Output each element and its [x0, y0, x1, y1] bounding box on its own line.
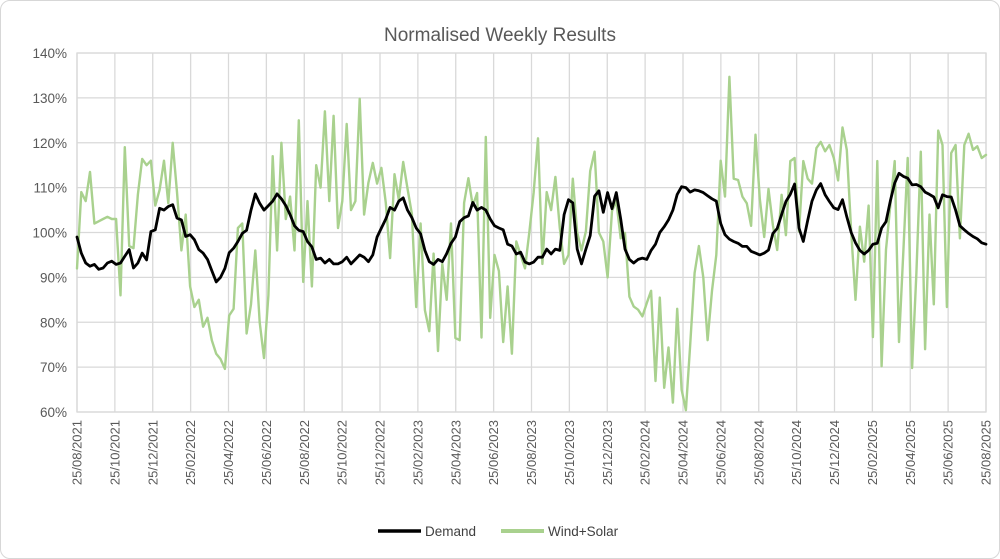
- y-axis-tick-label: 60%: [40, 405, 67, 420]
- x-axis-tick-label: 25/06/2023: [486, 420, 501, 485]
- legend-label-wind-solar: Wind+Solar: [548, 524, 619, 539]
- x-axis-tick-label: 25/12/2024: [827, 420, 842, 485]
- x-axis-tick-label: 25/08/2025: [979, 420, 994, 485]
- data-series: [75, 75, 988, 412]
- axis-tick-labels: 60% 70% 80% 90% 100% 110% 120% 130% 140% 25/08/20…: [32, 46, 993, 485]
- x-axis-tick-label: 25/12/2023: [600, 420, 615, 485]
- x-axis-tick-label: 25/08/2024: [751, 420, 766, 485]
- x-axis-tick-label: 25/06/2025: [941, 420, 956, 485]
- x-axis-tick-label: 25/02/2023: [410, 420, 425, 485]
- legend-label-demand: Demand: [425, 524, 476, 539]
- x-axis-tick-label: 25/06/2024: [713, 420, 728, 485]
- y-axis-tick-label: 140%: [32, 46, 67, 61]
- x-axis-tick-label: 25/02/2025: [865, 420, 880, 485]
- x-axis-tick-label: 25/10/2024: [789, 420, 804, 485]
- x-axis-tick-label: 25/10/2022: [335, 420, 350, 485]
- x-axis-tick-label: 25/08/2023: [524, 420, 539, 485]
- y-axis-tick-label: 70%: [40, 360, 67, 375]
- y-axis-tick-label: 100%: [32, 226, 67, 241]
- x-axis-tick-label: 25/08/2021: [70, 420, 85, 485]
- wind-solar-line: [75, 75, 988, 412]
- x-axis-tick-label: 25/12/2022: [373, 420, 388, 485]
- y-axis-tick-label: 110%: [33, 181, 67, 196]
- x-axis-tick-label: 25/10/2021: [107, 420, 122, 485]
- legend: Demand Wind+Solar: [378, 524, 619, 539]
- gridlines: [76, 52, 987, 413]
- x-axis-tick-label: 25/02/2022: [183, 420, 198, 485]
- x-axis-tick-label: 25/02/2024: [638, 420, 653, 485]
- x-axis-tick-label: 25/04/2023: [448, 420, 463, 485]
- x-axis-tick-label: 25/10/2023: [562, 420, 577, 485]
- y-axis-tick-label: 80%: [40, 315, 67, 330]
- demand-line: [75, 171, 988, 284]
- x-axis-tick-label: 25/04/2024: [676, 420, 691, 485]
- x-axis-tick-label: 25/06/2022: [259, 420, 274, 485]
- x-axis-tick-label: 25/04/2022: [221, 420, 236, 485]
- chart-title: Normalised Weekly Results: [384, 25, 616, 46]
- y-axis-tick-label: 120%: [32, 136, 67, 151]
- y-axis-tick-label: 90%: [40, 270, 67, 285]
- x-axis-tick-label: 25/12/2021: [145, 420, 160, 485]
- x-axis-tick-label: 25/08/2022: [297, 420, 312, 485]
- y-axis-tick-label: 130%: [32, 91, 67, 106]
- x-axis-tick-label: 25/04/2025: [903, 420, 918, 485]
